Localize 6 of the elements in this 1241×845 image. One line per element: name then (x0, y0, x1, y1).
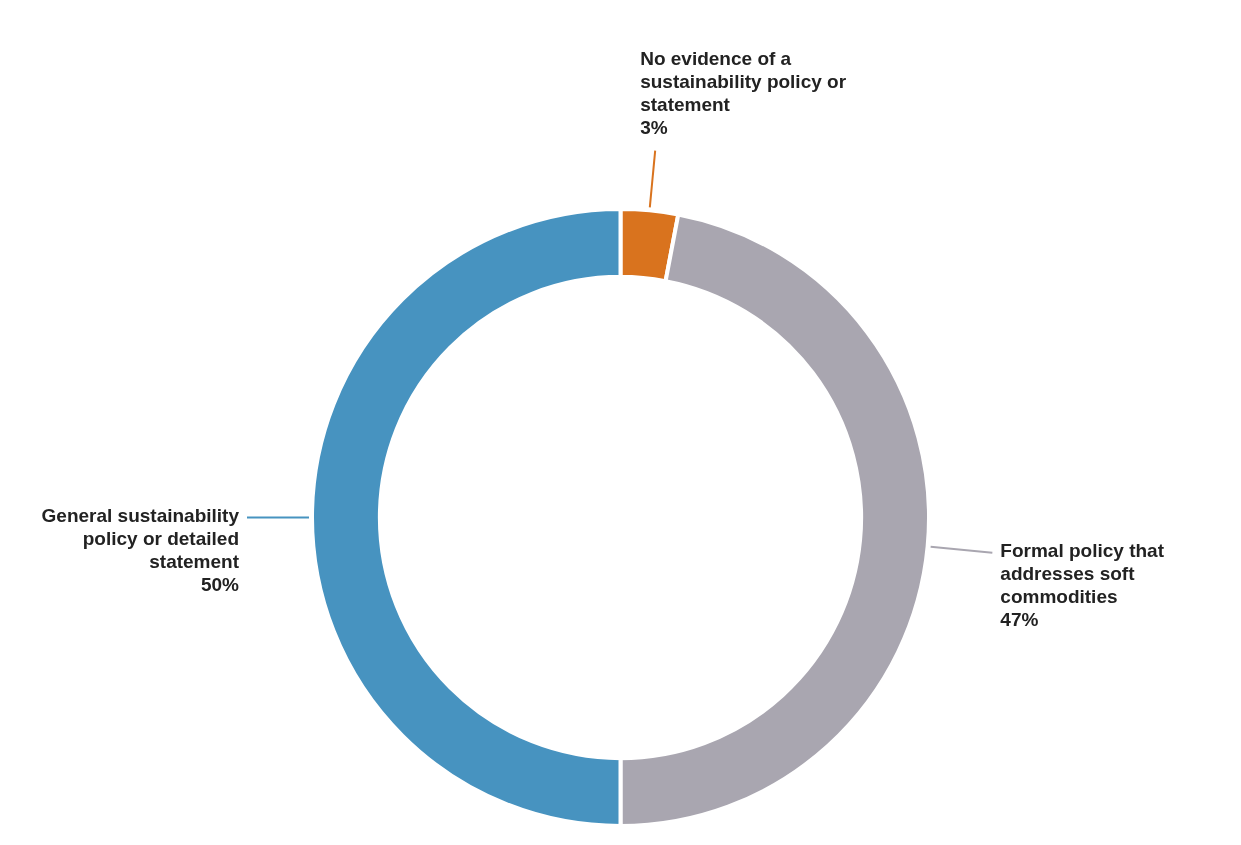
slice-label: General sustainability policy or detailed statement (41, 505, 240, 573)
data-label: 3% (640, 117, 668, 139)
slice-label: Formal policy that addresses soft commodities (1000, 540, 1165, 608)
data-label: 47% (1000, 609, 1039, 631)
slice-label: No evidence of a sustainability policy or statement (640, 48, 847, 116)
data-label: 50% (200, 574, 240, 596)
